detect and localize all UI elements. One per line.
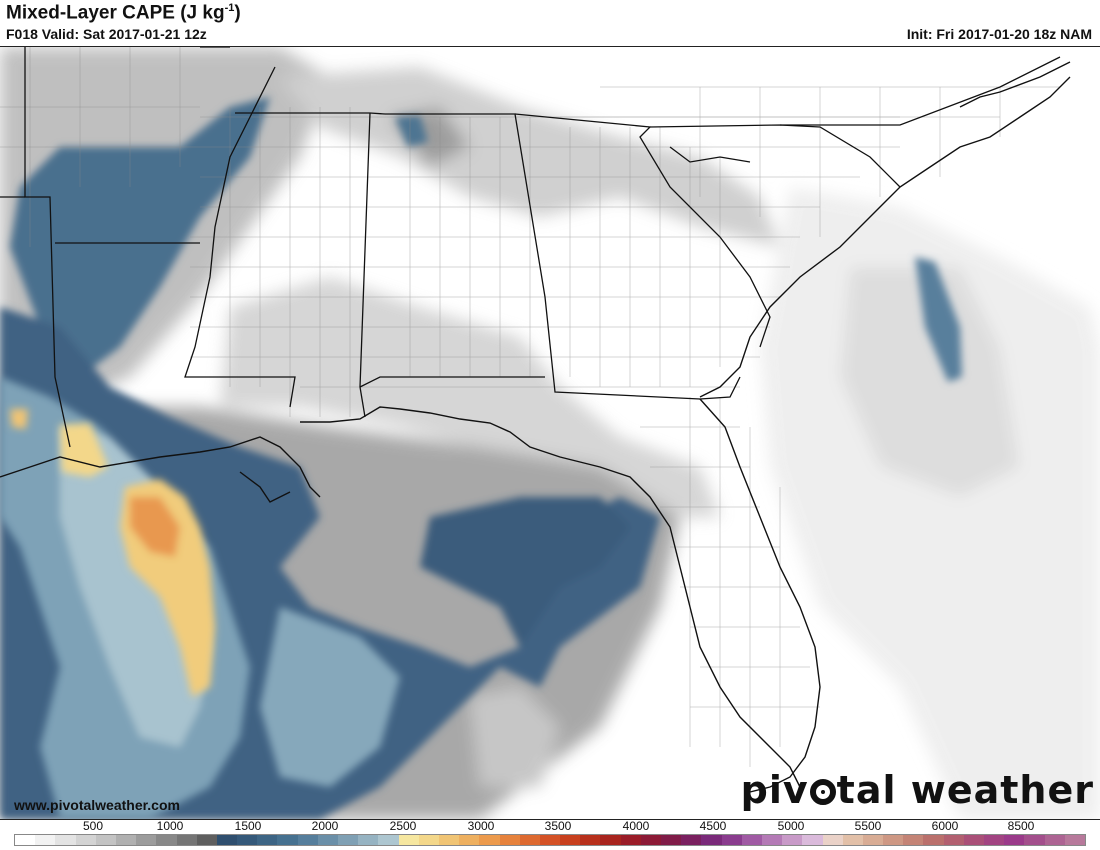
colorbar-swatch [1044,835,1065,845]
website-url[interactable]: www.pivotalweather.com [14,797,180,813]
tick-label: 4000 [622,819,650,833]
colorbar-swatch [984,835,1005,845]
colorbar-swatch [681,835,702,845]
colorbar-swatch [539,835,561,845]
valid-time: F018 Valid: Sat 2017-01-21 12z [6,26,207,42]
colorbar-swatch [459,835,480,845]
tick-label: 6000 [931,819,959,833]
cape-map [0,46,1100,820]
colorbar-swatch [842,835,863,845]
colorbar-swatch [761,835,783,845]
colorbar-swatch [862,835,884,845]
colorbar-swatch [661,835,682,845]
colorbar-swatch [277,835,298,845]
colorbar-swatch [257,835,278,845]
colorbar-swatch [782,835,803,845]
colorbar-swatch [136,835,157,845]
colorbar-swatch [499,835,520,845]
colorbar [14,834,1086,846]
colorbar-swatch [398,835,419,845]
colorbar-swatch [418,835,439,845]
map-title: Mixed-Layer CAPE (J kg-1) [6,2,241,24]
gear-icon [809,779,836,805]
coastline [0,61,1071,793]
colorbar-swatch [15,835,36,845]
map-header: Mixed-Layer CAPE (J kg-1) F018 Valid: Sa… [0,0,1100,46]
colorbar-swatch [75,835,96,845]
colorbar-swatch [115,835,137,845]
colorbar-swatch [701,835,722,845]
tick-label: 5000 [777,819,805,833]
tick-label: 4500 [699,819,727,833]
colorbar-swatch [297,835,318,845]
cape-shading [0,47,1100,819]
colorbar-swatch [741,835,762,845]
colorbar-swatch [963,835,984,845]
colorbar-swatch [519,835,540,845]
colorbar-swatch [560,835,581,845]
tick-label: 3000 [467,819,495,833]
colorbar-swatch [176,835,197,845]
colorbar-swatch [95,835,116,845]
colorbar-swatch [640,835,661,845]
colorbar-swatch [317,835,338,845]
colorbar-swatch [35,835,56,845]
colorbar-swatch [903,835,924,845]
colorbar-swatch [1004,835,1025,845]
colorbar-swatch [196,835,217,845]
tick-label: 3500 [544,819,572,833]
colorbar-swatch [822,835,843,845]
colorbar-swatch [600,835,621,845]
colorbar-swatch [620,835,641,845]
tick-label: 2000 [311,819,339,833]
colorbar-swatch [580,835,601,845]
colorbar-swatch [943,835,964,845]
tick-label: 1500 [234,819,262,833]
colorbar-swatch [338,835,359,845]
colorbar-swatch [479,835,500,845]
county-borders [0,47,1060,767]
tick-label: 8500 [1007,819,1035,833]
colorbar-swatch [883,835,904,845]
colorbar-ticks: 500 1000 1500 2000 2500 3000 3500 4000 4… [0,819,1100,833]
colorbar-swatch [216,835,238,845]
colorbar-swatch [358,835,379,845]
colorbar-swatch [378,835,399,845]
map-canvas [0,47,1100,819]
state-borders [0,47,1061,448]
colorbar-swatch [438,835,460,845]
colorbar-swatch [1064,835,1085,845]
colorbar-swatch [55,835,76,845]
init-time: Init: Fri 2017-01-20 18z NAM [906,26,1092,42]
colorbar-swatch [156,835,177,845]
tick-label: 500 [82,819,104,833]
colorbar-swatch [923,835,944,845]
brand-logo: piv tal weather [740,768,1094,812]
colorbar-swatch [237,835,258,845]
tick-label: 1000 [156,819,184,833]
colorbar-swatch [1024,835,1045,845]
tick-label: 2500 [389,819,417,833]
colorbar-swatch [802,835,823,845]
colorbar-swatch [721,835,742,845]
tick-label: 5500 [854,819,882,833]
